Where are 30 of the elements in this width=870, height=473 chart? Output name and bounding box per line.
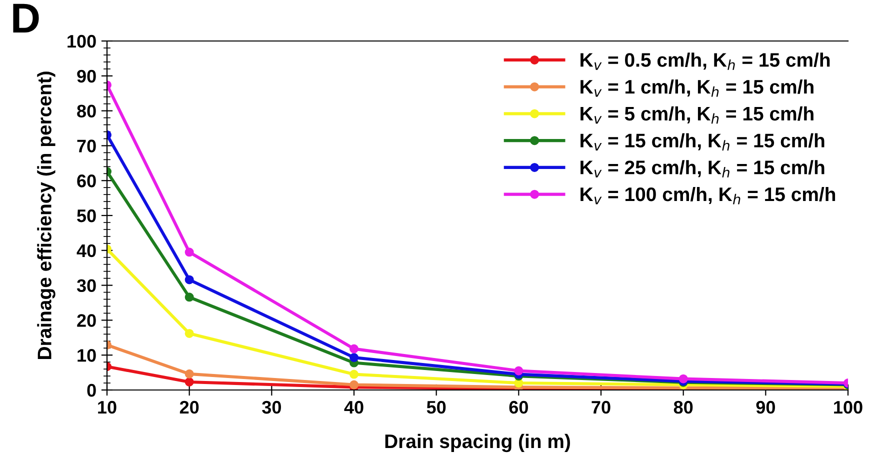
x-tick-label: 80	[674, 400, 693, 414]
y-tick-label: 10	[78, 349, 96, 362]
y-axis-title: Drainage efficiency (in percent)	[37, 72, 56, 359]
legend-label: K$_{v}$ = 1 cm/h, K$_{h}$ = 15 cm/h	[580, 79, 814, 97]
y-tick-label: 70	[77, 140, 96, 152]
y-tick-label: 20	[77, 314, 96, 327]
text: D	[13, 4, 39, 33]
legend-label: K$_{v}$ = 5 cm/h, K$_{h}$ = 15 cm/h	[580, 106, 814, 124]
y-tick-label: 90	[77, 70, 96, 83]
y-tick-label: 0	[87, 384, 96, 397]
x-tick-label: 30	[262, 400, 281, 414]
x-tick-label: 40	[344, 400, 364, 414]
x-tick-label: 100	[834, 400, 862, 414]
legend-label: K$_{v}$ = 25 cm/h, K$_{h}$ = 15 cm/h	[580, 160, 824, 178]
y-tick-label: 80	[77, 104, 96, 118]
x-tick-label: 20	[180, 400, 199, 414]
legend-label: K$_{v}$ = 15 cm/h, K$_{h}$ = 15 cm/h	[580, 133, 824, 150]
x-tick-label: 90	[756, 400, 775, 414]
x-tick-label: 60	[509, 400, 528, 414]
x-tick-label: 70	[592, 400, 610, 414]
x-axis-title: Drain spacing (in m)	[385, 434, 570, 452]
y-tick-label: 60	[77, 174, 96, 188]
legend-label: K$_{v}$ = 100 cm/h, K$_{h}$ = 15 cm/h	[580, 186, 836, 204]
y-tick-label: 100	[68, 34, 96, 48]
y-tick-label: 50	[77, 209, 96, 222]
y-tick-label: 30	[76, 279, 96, 292]
y-tick-label: 40	[76, 244, 96, 258]
x-tick-label: 50	[426, 400, 446, 414]
x-tick-label: 10	[98, 400, 116, 414]
legend-label: K$_{v}$ = 0.5 cm/h, K$_{h}$ = 15 cm/h	[580, 52, 830, 70]
